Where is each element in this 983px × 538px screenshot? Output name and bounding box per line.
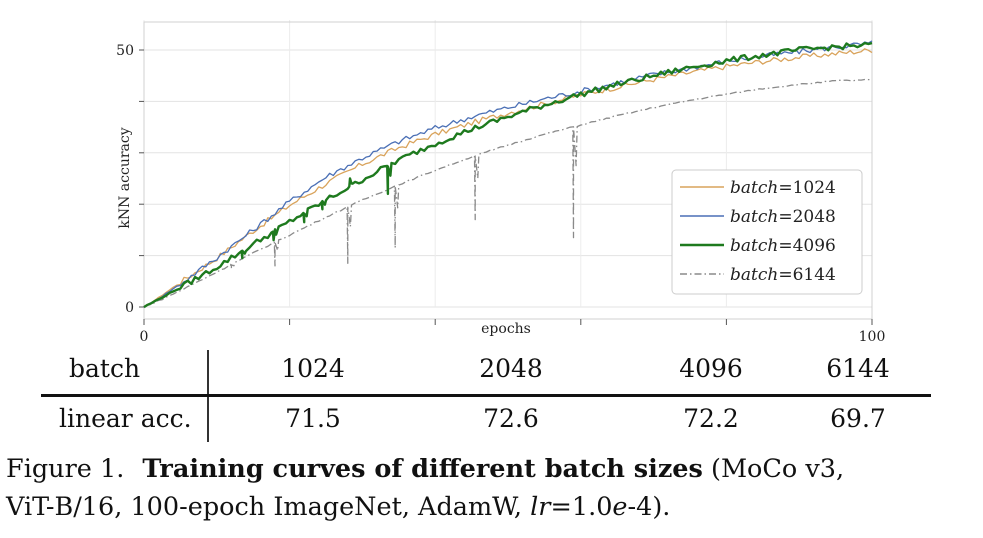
- table-column-4096: 4096: [679, 354, 743, 383]
- caption-lr-var: lr: [530, 492, 551, 522]
- y-tick-label: 0: [125, 300, 134, 316]
- table-column-2048: 2048: [479, 354, 543, 383]
- plot-border: [143, 21, 873, 320]
- series-layer: [143, 40, 873, 309]
- table-data-row: linear acc. 71.5 72.6 72.2 69.7: [41, 400, 931, 440]
- y-tick-label: 50: [116, 43, 134, 59]
- legend-label: batch=6144: [730, 265, 836, 285]
- series-line-1024: [143, 48, 873, 308]
- axis-ticks: 0 100 0 50: [116, 43, 885, 345]
- x-tick-label: 0: [140, 329, 149, 345]
- legend-label: batch=4096: [730, 236, 836, 256]
- table-value-2048: 72.6: [483, 404, 539, 433]
- plot-frame: [143, 21, 873, 320]
- legend-box: [671, 169, 863, 295]
- x-axis-label: epochs: [481, 321, 531, 337]
- caption-lr-end: -4).: [627, 492, 671, 522]
- caption-title: Training curves of different batch sizes: [142, 454, 703, 484]
- caption-line2-start: ViT-B/16, 100-epoch ImageNet, AdamW,: [6, 492, 531, 522]
- caption-line-2: ViT-B/16, 100-epoch ImageNet, AdamW, lr=…: [6, 488, 981, 526]
- table-column-6144: 6144: [826, 354, 890, 383]
- x-tick-label: 100: [859, 329, 886, 345]
- figure-caption: Figure 1. Training curves of different ba…: [6, 450, 981, 526]
- table-horizontal-rule: [41, 394, 931, 397]
- caption-lr-e: e: [612, 492, 628, 522]
- caption-line1-rest: (MoCo v3,: [702, 454, 845, 484]
- legend-label: batch=2048: [730, 207, 836, 227]
- legend-label: batch=1024: [730, 178, 836, 198]
- table-header-row: batch 1024 2048 4096 6144: [41, 350, 931, 390]
- table-row-label: linear acc.: [59, 404, 192, 433]
- caption-line-1: Figure 1. Training curves of different ba…: [6, 450, 981, 488]
- table-value-4096: 72.2: [683, 404, 739, 433]
- table-header-label: batch: [69, 354, 141, 383]
- caption-lr-eq: =1.0: [550, 492, 613, 522]
- caption-prefix: Figure 1.: [6, 454, 125, 484]
- y-axis-label: kNN accuracy: [117, 127, 133, 228]
- legend: batch=1024 batch=2048 batch=4096 batch=6144: [671, 169, 863, 295]
- table-value-1024: 71.5: [285, 404, 341, 433]
- series-line-4096: [143, 41, 873, 309]
- table-column-1024: 1024: [281, 354, 345, 383]
- table-value-6144: 69.7: [830, 404, 886, 433]
- series-line-6144: [143, 78, 872, 308]
